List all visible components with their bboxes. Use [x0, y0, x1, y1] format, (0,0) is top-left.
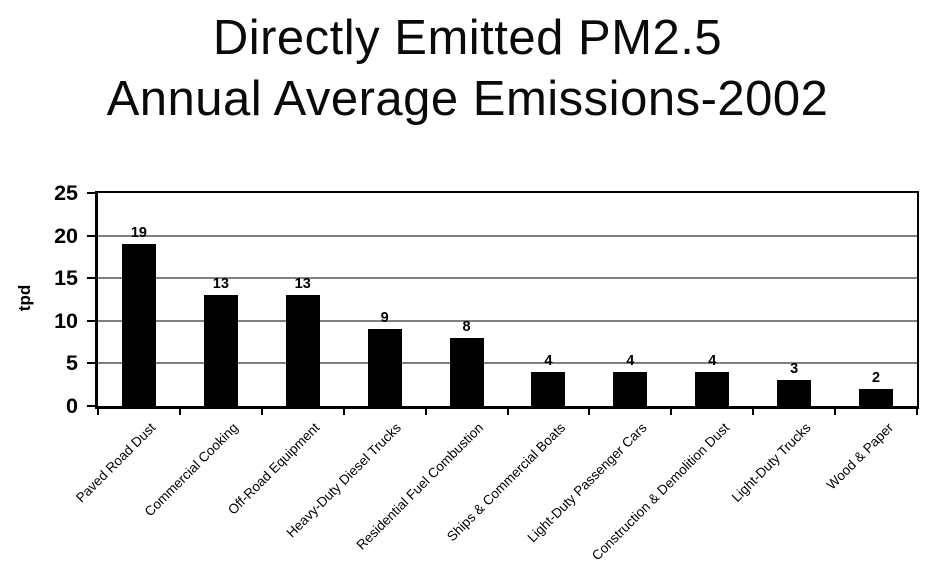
- bar-value-label: 8: [462, 318, 471, 335]
- bar-value-label: 3: [790, 361, 799, 378]
- bar-value-label: 4: [544, 352, 553, 369]
- chart-title-line1: Directly Emitted PM2.5: [212, 11, 723, 65]
- y-axis-tick-label: 15: [54, 266, 78, 291]
- bar-value-label: 2: [872, 369, 881, 386]
- y-axis-tick-label: 20: [54, 223, 78, 248]
- plot-area: 19 13 13 9 8 4 4 4 3 2: [95, 191, 919, 409]
- category-label: Light-Duty Trucks: [728, 420, 814, 505]
- y-axis-tick-label: 0: [66, 394, 78, 418]
- y-axis-tick: [87, 277, 96, 280]
- gridline: [98, 277, 917, 280]
- y-axis-tick: [87, 362, 96, 365]
- category-label: Paved Road Dust: [73, 420, 159, 506]
- x-axis-tick: [342, 409, 345, 415]
- x-axis-tick: [670, 409, 673, 415]
- category-label: Off-Road Equipment: [224, 420, 323, 518]
- gridline: [98, 319, 917, 322]
- gridline: [98, 362, 917, 365]
- bar-value-label: 9: [380, 310, 389, 327]
- y-axis-tick-label: 10: [54, 308, 78, 333]
- x-axis-tick: [506, 409, 509, 415]
- bar-value-label: 13: [294, 276, 311, 293]
- bar-value-label: 19: [130, 225, 147, 242]
- y-axis-tick-label: 25: [54, 181, 78, 205]
- gridline: [98, 234, 917, 237]
- x-axis-tick: [916, 409, 918, 415]
- bar: [285, 295, 320, 406]
- bar: [859, 388, 894, 406]
- y-axis-tick-label: 5: [66, 351, 78, 376]
- y-axis-tick: [87, 405, 96, 407]
- x-axis-tick: [424, 409, 427, 415]
- bar: [121, 244, 156, 406]
- chart-title-line2: Annual Average Emissions-2002: [106, 72, 829, 126]
- bar: [203, 295, 238, 406]
- x-axis-tick: [834, 409, 837, 415]
- y-axis-tick: [87, 234, 96, 237]
- category-label: Construction & Demolition Dust: [588, 420, 732, 564]
- x-axis-tick: [97, 409, 99, 415]
- y-axis-tick: [87, 319, 96, 322]
- bar-value-label: 4: [708, 352, 717, 369]
- bar: [531, 371, 566, 406]
- bar: [449, 337, 484, 406]
- category-label: Wood & Paper: [823, 420, 896, 493]
- bar-value-label: 13: [212, 276, 229, 293]
- bar: [367, 329, 402, 406]
- x-axis-tick: [178, 409, 181, 415]
- bar: [613, 371, 648, 406]
- y-axis-tick: [87, 192, 96, 194]
- chart-title: Directly Emitted PM2.5 Annual Average Em…: [0, 8, 935, 130]
- x-axis-tick: [588, 409, 591, 415]
- bar: [695, 371, 730, 406]
- bar-value-label: 4: [626, 352, 635, 369]
- bar: [777, 380, 812, 406]
- x-axis-tick: [260, 409, 263, 415]
- x-axis-tick: [752, 409, 755, 415]
